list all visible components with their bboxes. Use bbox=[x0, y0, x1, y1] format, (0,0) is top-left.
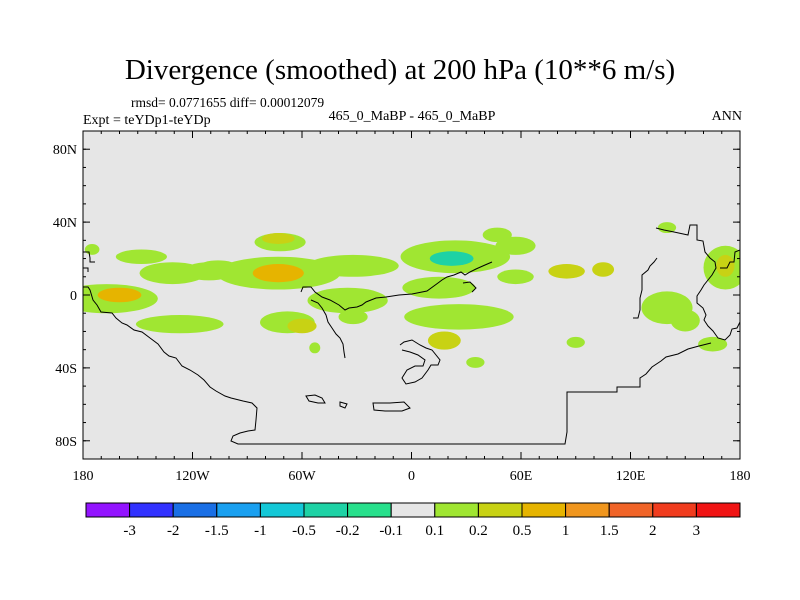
colorbar-label: -2 bbox=[167, 523, 180, 539]
coastlines bbox=[83, 224, 740, 445]
y-tick-labels: 80N 40N 0 40S 80S bbox=[53, 143, 77, 450]
contour-region bbox=[427, 331, 461, 350]
y-tick-label: 0 bbox=[70, 289, 77, 304]
coastline-island-a bbox=[372, 401, 411, 412]
colorbar-label: -0.1 bbox=[379, 523, 403, 539]
colorbar-swatch bbox=[259, 502, 305, 518]
colorbar-swatch bbox=[390, 502, 436, 518]
colorbar-swatch bbox=[172, 502, 218, 518]
coastline-island-e bbox=[83, 267, 89, 272]
contour-region bbox=[592, 262, 615, 277]
coastline-island-c bbox=[339, 401, 348, 409]
chart-title: Divergence (smoothed) at 200 hPa (10**6 … bbox=[124, 54, 676, 86]
y-tick-label: 40N bbox=[53, 216, 77, 231]
colorbar-swatch bbox=[608, 502, 654, 518]
contour-region bbox=[338, 309, 368, 325]
contour-region bbox=[566, 336, 585, 348]
contour-region bbox=[497, 269, 534, 285]
contour-regions bbox=[83, 222, 740, 368]
coastline-americas bbox=[83, 286, 712, 445]
y-tick-label: 80N bbox=[53, 143, 77, 158]
x-tick-label: 120W bbox=[175, 469, 210, 484]
coastline-island-f bbox=[462, 281, 477, 293]
contour-region bbox=[261, 233, 295, 244]
contour-region bbox=[548, 264, 585, 279]
contour-region bbox=[287, 318, 317, 334]
colorbar-swatch bbox=[434, 502, 479, 518]
colorbar bbox=[85, 502, 741, 518]
colorbar-label: 0.1 bbox=[425, 523, 444, 539]
colorbar-swatch bbox=[565, 502, 610, 518]
colorbar-label: 0.5 bbox=[513, 523, 532, 539]
coastline-south-america bbox=[300, 261, 493, 311]
colorbar-label: 2 bbox=[649, 523, 657, 539]
x-tick-label: 0 bbox=[408, 469, 415, 484]
coastline-arabia bbox=[399, 339, 441, 385]
contour-region bbox=[252, 264, 304, 283]
contour-region bbox=[97, 287, 142, 303]
contour-region bbox=[307, 254, 399, 277]
contour-region bbox=[402, 276, 476, 299]
colorbar-swatch bbox=[303, 502, 349, 518]
x-tick-labels: 180 120W 60W 0 60E 120E 180 bbox=[73, 469, 751, 484]
axis-ticks bbox=[82, 131, 741, 459]
x-tick-label: 60W bbox=[288, 469, 316, 484]
contour-region bbox=[495, 236, 536, 255]
x-tick-label: 120E bbox=[616, 469, 646, 484]
colorbar-swatch bbox=[216, 502, 261, 518]
contour-region bbox=[429, 251, 474, 266]
colorbar-label: -1.5 bbox=[205, 523, 229, 539]
x-tick-label: 180 bbox=[73, 469, 94, 484]
colorbar-label: -1 bbox=[254, 523, 267, 539]
colorbar-swatch bbox=[695, 502, 741, 518]
contour-region bbox=[657, 222, 677, 234]
contour-region bbox=[307, 287, 388, 314]
colorbar-label: 1 bbox=[562, 523, 570, 539]
coastline-island-b bbox=[305, 394, 326, 404]
colorbar-labels: -3 -2 -1.5 -1 -0.5 -0.2 -0.1 0.1 0.2 0.5 1 1.5 2 3 bbox=[123, 523, 700, 539]
contour-region bbox=[135, 315, 224, 334]
coastline-islands-east bbox=[720, 249, 740, 269]
colorbar-label: 3 bbox=[693, 523, 701, 539]
colorbar-swatch bbox=[521, 502, 567, 518]
colorbar-swatch bbox=[477, 502, 523, 518]
x-tick-label: 60E bbox=[510, 469, 533, 484]
coastline-india bbox=[633, 257, 658, 319]
coastline-bay bbox=[310, 299, 346, 359]
colorbar-label: -0.2 bbox=[336, 523, 360, 539]
colorbar-swatch bbox=[129, 502, 174, 518]
coastline-island-d bbox=[83, 251, 95, 263]
colorbar-label: -3 bbox=[123, 523, 136, 539]
contour-region bbox=[115, 249, 167, 265]
contour-region bbox=[698, 336, 728, 352]
contour-region bbox=[466, 356, 485, 368]
season-label: ANN bbox=[711, 109, 742, 124]
y-tick-label: 40S bbox=[55, 362, 77, 377]
colorbar-swatch bbox=[347, 502, 392, 518]
stats-label: rmsd= 0.0771655 diff= 0.00012079 bbox=[131, 95, 325, 110]
case-label: 465_0_MaBP - 465_0_MaBP bbox=[328, 109, 496, 124]
plot-background bbox=[83, 131, 740, 459]
colorbar-swatch bbox=[652, 502, 697, 518]
contour-region bbox=[716, 254, 735, 277]
contour-region bbox=[309, 342, 321, 354]
contour-region bbox=[670, 309, 700, 332]
colorbar-label: 1.5 bbox=[600, 523, 619, 539]
contour-region bbox=[404, 304, 514, 330]
contour-region bbox=[84, 243, 100, 255]
experiment-label: Expt = teYDp1-teYDp bbox=[83, 113, 211, 128]
colorbar-label: 0.2 bbox=[469, 523, 488, 539]
coastline-asia bbox=[655, 224, 740, 341]
y-tick-label: 80S bbox=[55, 435, 77, 450]
x-tick-label: 180 bbox=[730, 469, 751, 484]
colorbar-label: -0.5 bbox=[292, 523, 316, 539]
colorbar-swatch bbox=[85, 502, 131, 518]
